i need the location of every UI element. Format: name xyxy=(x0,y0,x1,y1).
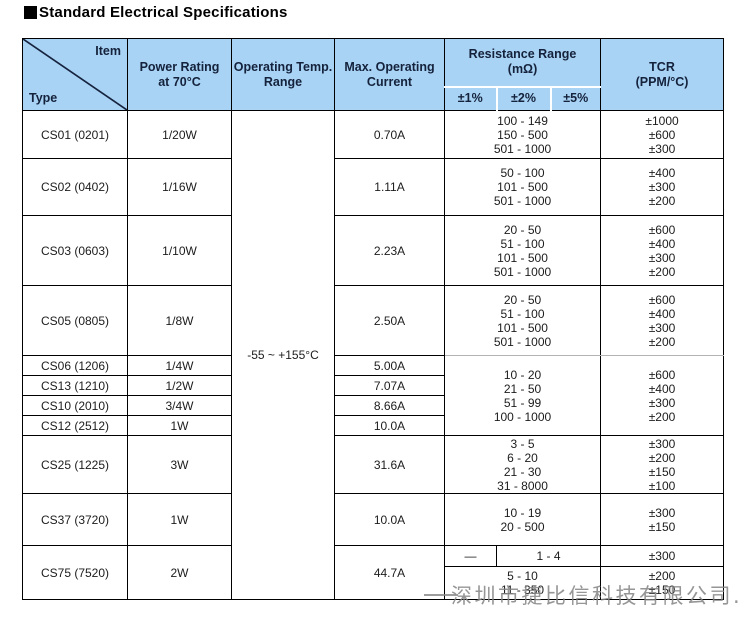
corner-label-type: Type xyxy=(29,91,58,105)
cell-type: CS10 (2010) xyxy=(22,395,128,416)
table-row-cs05: CS05 (0805) 1/8W 2.50A 20 - 50 51 - 100 … xyxy=(22,285,725,356)
cell-current: 0.70A xyxy=(334,110,445,159)
header-tcr: TCR (PPM/°C) xyxy=(600,38,725,111)
diagonal-divider xyxy=(23,39,127,110)
cell-power: 2W xyxy=(127,545,232,600)
header-max-current: Max. Operating Current xyxy=(334,38,445,111)
table-row-cs01: CS01 (0201) 1/20W -55 ~ +155°C 0.70A 100… xyxy=(22,110,725,600)
cell-current: 5.00A xyxy=(334,355,445,376)
cell-tcr: ±200 ±150 xyxy=(600,566,725,600)
watermark-text: 深圳市捷比信科技有限公司. xyxy=(451,584,742,608)
cell-tcr-group: ±600 ±400 ±300 ±200 xyxy=(600,355,725,436)
cell-tcr: ±1000 ±600 ±300 xyxy=(600,110,725,159)
page-title: Standard Electrical Specifications xyxy=(24,4,288,21)
header-operating-temp: Operating Temp. Range xyxy=(231,38,335,111)
header-tolerance-2pct: ±2% xyxy=(495,86,551,111)
cell-power: 1/10W xyxy=(127,215,232,286)
header-resistance-range: Resistance Range (mΩ) xyxy=(443,38,602,88)
table-row-cs12: CS12 (2512) 1W 10.0A xyxy=(22,415,724,436)
spec-table: Item Type Power Rating at 70°C Operating… xyxy=(22,38,725,600)
cell-resistance: 50 - 100 101 - 500 501 - 1000 xyxy=(443,158,602,216)
cell-tcr: ±600 ±400 ±300 ±200 xyxy=(600,215,725,286)
cell-type: CS05 (0805) xyxy=(22,285,128,356)
cell-tcr: ±300 ±150 xyxy=(600,493,725,546)
cell-resistance: 5 - 10 11 - 350 xyxy=(443,566,602,600)
cell-resistance: 20 - 50 51 - 100 101 - 500 501 - 1000 xyxy=(443,285,602,356)
cell-current: 2.50A xyxy=(334,285,445,356)
cell-resistance: 1 - 4 xyxy=(495,545,602,567)
cell-current: 8.66A xyxy=(334,395,445,416)
table-row-cs37: CS37 (3720) 1W 10.0A 10 - 19 20 - 500 ±3… xyxy=(22,493,725,546)
cell-tcr: ±300 xyxy=(600,545,725,567)
watermark-dash xyxy=(424,594,458,596)
cell-tcr: ±600 ±400 ±300 ±200 xyxy=(600,285,725,356)
cell-power: 1/2W xyxy=(127,375,232,396)
cell-resistance: 10 - 19 20 - 500 xyxy=(443,493,602,546)
cell-type: CS37 (3720) xyxy=(22,493,128,546)
cell-power: 1W xyxy=(127,493,232,546)
cell-resistance-group: 10 - 20 21 - 50 51 - 99 100 - 1000 xyxy=(443,355,602,436)
cell-current: 10.0A xyxy=(334,493,445,546)
cell-current: 7.07A xyxy=(334,375,445,396)
cell-current: 2.23A xyxy=(334,215,445,286)
cell-type: CS12 (2512) xyxy=(22,415,128,436)
cell-current: 44.7A xyxy=(334,545,445,600)
cell-type: CS25 (1225) xyxy=(22,435,128,494)
cell-resistance-dash: — xyxy=(444,545,497,567)
table-row-cs75-sub2: 5 - 10 11 - 350 ±200 ±150 xyxy=(23,566,725,600)
cell-type: CS03 (0603) xyxy=(22,215,128,286)
cell-type: CS75 (7520) xyxy=(22,545,128,600)
cell-type: CS02 (0402) xyxy=(22,158,128,216)
table-row-cs25: CS25 (1225) 3W 31.6A 3 - 5 6 - 20 21 - 3… xyxy=(22,435,725,494)
cell-power: 3W xyxy=(127,435,232,494)
cell-current: 1.11A xyxy=(334,158,445,216)
cell-type: CS01 (0201) xyxy=(22,110,128,159)
header-tolerance-5pct: ±5% xyxy=(549,86,602,111)
corner-label-item: Item xyxy=(95,44,121,58)
cell-operating-temp: -55 ~ +155°C xyxy=(231,110,335,600)
cell-power: 1/4W xyxy=(127,355,232,376)
title-bullet-icon xyxy=(24,6,37,19)
cell-power: 1/8W xyxy=(127,285,232,356)
table-row-cs03: CS03 (0603) 1/10W 2.23A 20 - 50 51 - 100… xyxy=(22,215,725,286)
header-tolerance-1pct: ±1% xyxy=(444,86,497,111)
cell-resistance: 3 - 5 6 - 20 21 - 30 31 - 8000 xyxy=(443,435,602,494)
cell-resistance: 20 - 50 51 - 100 101 - 500 501 - 1000 xyxy=(443,215,602,286)
header-power-rating: Power Rating at 70°C xyxy=(127,38,232,111)
table-row-cs06: CS06 (1206) 1/4W 5.00A 10 - 20 21 - 50 5… xyxy=(22,355,725,436)
cell-power: 1/16W xyxy=(127,158,232,216)
cell-tcr: ±300 ±200 ±150 ±100 xyxy=(600,435,725,494)
cell-tcr: ±400 ±300 ±200 xyxy=(600,158,725,216)
table-row-cs10: CS10 (2010) 3/4W 8.66A xyxy=(22,395,724,416)
header-row-1: Item Type Power Rating at 70°C Operating… xyxy=(22,38,725,111)
cell-current: 31.6A xyxy=(334,435,445,494)
cell-resistance: 100 - 149 150 - 500 501 - 1000 xyxy=(443,110,602,159)
cell-type: CS06 (1206) xyxy=(22,355,128,376)
table-row-cs02: CS02 (0402) 1/16W 1.11A 50 - 100 101 - 5… xyxy=(22,158,725,216)
table-row-cs75-sub1: CS75 (7520) 2W 44.7A — 1 - 4 ±300 xyxy=(22,545,725,600)
corner-cell: Item Type xyxy=(22,38,128,111)
cell-current: 10.0A xyxy=(334,415,445,436)
page-title-text: Standard Electrical Specifications xyxy=(39,4,288,21)
cell-power: 1W xyxy=(127,415,232,436)
cell-power: 1/20W xyxy=(127,110,232,159)
cell-power: 3/4W xyxy=(127,395,232,416)
cell-type: CS13 (1210) xyxy=(22,375,128,396)
